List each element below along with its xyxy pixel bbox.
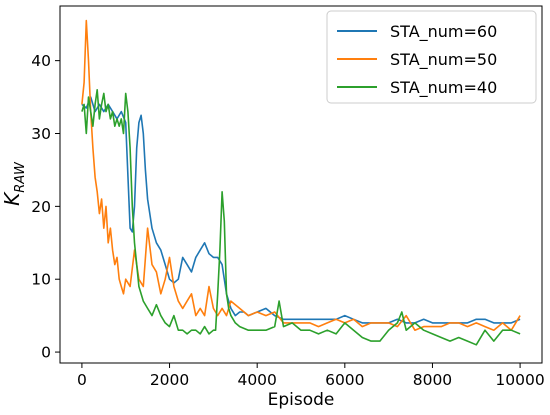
legend-label-3: STA_num=40 — [390, 78, 497, 98]
legend: STA_num=60 STA_num=50 STA_num=40 — [326, 10, 537, 104]
ticks-layer: 0 2000 4000 6000 8000 10000 0 10 20 30 40 — [31, 52, 544, 389]
y-tick-label: 40 — [31, 52, 51, 70]
y-axis-label-main: K — [0, 191, 24, 206]
x-tick-label: 4000 — [237, 371, 276, 389]
x-tick-label: 6000 — [325, 371, 364, 389]
x-tick-label: 10000 — [495, 371, 544, 389]
y-axis-label-subscript: RAW — [13, 161, 28, 193]
legend-label-2: STA_num=50 — [390, 50, 497, 70]
x-axis-label: Episode — [268, 390, 335, 410]
series-line-3 — [81, 89, 521, 346]
y-tick-label: 30 — [31, 125, 51, 143]
y-axis-label: KRAW — [0, 161, 28, 206]
y-tick-label: 0 — [41, 344, 51, 362]
legend-box — [326, 10, 537, 104]
y-tick-label: 20 — [31, 198, 51, 216]
series-layer — [81, 19, 521, 346]
series-line-1 — [81, 96, 521, 324]
x-tick-label: 8000 — [413, 371, 452, 389]
series-line-2 — [81, 19, 521, 331]
x-tick-label: 2000 — [150, 371, 189, 389]
legend-label-1: STA_num=60 — [390, 22, 497, 42]
x-tick-label: 0 — [77, 371, 87, 389]
plot-frame — [59, 5, 543, 364]
y-tick-label: 10 — [31, 271, 51, 289]
